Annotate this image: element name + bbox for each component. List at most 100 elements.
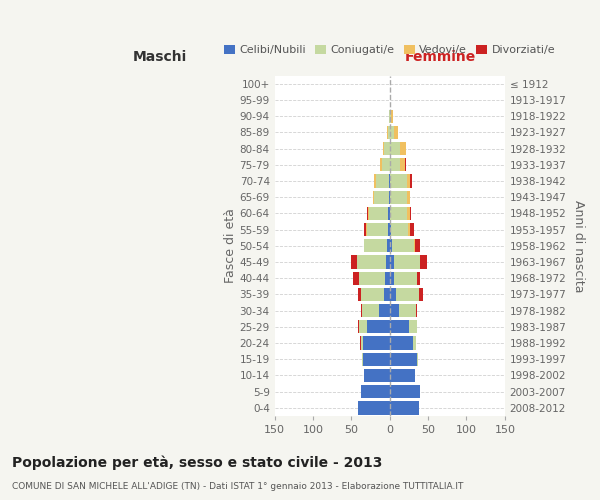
Bar <box>385 272 390 285</box>
Bar <box>391 207 407 220</box>
Text: Femmine: Femmine <box>405 50 476 64</box>
Bar <box>374 174 376 188</box>
Bar <box>361 288 383 301</box>
Bar <box>358 288 361 301</box>
Bar <box>390 142 400 155</box>
Bar <box>392 239 413 252</box>
Bar <box>367 207 368 220</box>
Bar <box>390 352 416 366</box>
Bar <box>390 174 407 188</box>
Bar <box>390 272 394 285</box>
Bar <box>364 239 388 252</box>
Bar <box>388 223 390 236</box>
Bar <box>390 304 399 318</box>
Bar <box>364 223 366 236</box>
Bar <box>352 256 357 268</box>
Bar <box>390 385 421 398</box>
Bar <box>360 336 361 349</box>
Bar <box>390 288 396 301</box>
Bar <box>391 223 408 236</box>
Bar <box>399 304 416 318</box>
Bar <box>390 126 394 139</box>
Bar <box>389 110 390 123</box>
Bar <box>358 401 390 414</box>
Bar <box>364 369 390 382</box>
Bar <box>388 239 390 252</box>
Bar <box>388 126 390 139</box>
Bar <box>419 288 424 301</box>
Bar <box>409 320 416 334</box>
Bar <box>391 110 393 123</box>
Bar <box>374 190 389 204</box>
Bar <box>410 207 411 220</box>
Bar <box>379 304 390 318</box>
Bar <box>373 190 374 204</box>
Bar <box>388 207 390 220</box>
Bar <box>407 190 410 204</box>
Text: Popolazione per età, sesso e stato civile - 2013: Popolazione per età, sesso e stato civil… <box>12 456 382 470</box>
Bar <box>390 158 400 172</box>
Bar <box>390 110 391 123</box>
Bar <box>405 158 406 172</box>
Bar <box>407 174 410 188</box>
Y-axis label: Fasce di età: Fasce di età <box>224 208 237 283</box>
Bar <box>362 304 379 318</box>
Bar <box>391 190 407 204</box>
Bar <box>359 320 367 334</box>
Text: Maschi: Maschi <box>133 50 187 64</box>
Bar <box>394 272 418 285</box>
Bar <box>390 190 391 204</box>
Y-axis label: Anni di nascita: Anni di nascita <box>572 200 585 292</box>
Bar <box>386 256 390 268</box>
Bar <box>390 369 415 382</box>
Bar <box>358 320 359 334</box>
Bar <box>408 223 410 236</box>
Bar <box>367 223 388 236</box>
Bar <box>394 126 398 139</box>
Bar <box>410 174 412 188</box>
Bar <box>389 174 390 188</box>
Bar <box>362 352 363 366</box>
Bar <box>361 385 390 398</box>
Text: COMUNE DI SAN MICHELE ALL'ADIGE (TN) - Dati ISTAT 1° gennaio 2013 - Elaborazione: COMUNE DI SAN MICHELE ALL'ADIGE (TN) - D… <box>12 482 463 491</box>
Bar <box>359 272 385 285</box>
Bar <box>390 207 391 220</box>
Bar <box>368 207 369 220</box>
Bar <box>390 223 391 236</box>
Bar <box>416 320 418 334</box>
Bar <box>416 352 418 366</box>
Bar <box>353 272 359 285</box>
Bar <box>416 304 418 318</box>
Bar <box>390 256 394 268</box>
Bar <box>383 288 390 301</box>
Bar <box>382 158 390 172</box>
Bar <box>386 126 388 139</box>
Bar <box>413 239 415 252</box>
Bar <box>390 320 409 334</box>
Bar <box>376 174 389 188</box>
Bar <box>363 336 390 349</box>
Bar <box>413 336 416 349</box>
Legend: Celibi/Nubili, Coniugati/e, Vedovi/e, Divorziati/e: Celibi/Nubili, Coniugati/e, Vedovi/e, Di… <box>220 40 560 60</box>
Bar <box>390 336 413 349</box>
Bar <box>390 239 392 252</box>
Bar <box>357 256 386 268</box>
Bar <box>361 304 362 318</box>
Bar <box>380 158 382 172</box>
Bar <box>400 142 406 155</box>
Bar <box>361 336 363 349</box>
Bar <box>367 320 390 334</box>
Bar <box>394 256 421 268</box>
Bar <box>410 223 413 236</box>
Bar <box>389 190 390 204</box>
Bar <box>390 94 391 106</box>
Bar <box>363 352 390 366</box>
Bar <box>421 256 427 268</box>
Bar <box>390 401 419 414</box>
Bar <box>369 207 388 220</box>
Bar <box>396 288 419 301</box>
Bar <box>400 158 405 172</box>
Bar <box>418 272 419 285</box>
Bar <box>385 142 390 155</box>
Bar <box>415 239 419 252</box>
